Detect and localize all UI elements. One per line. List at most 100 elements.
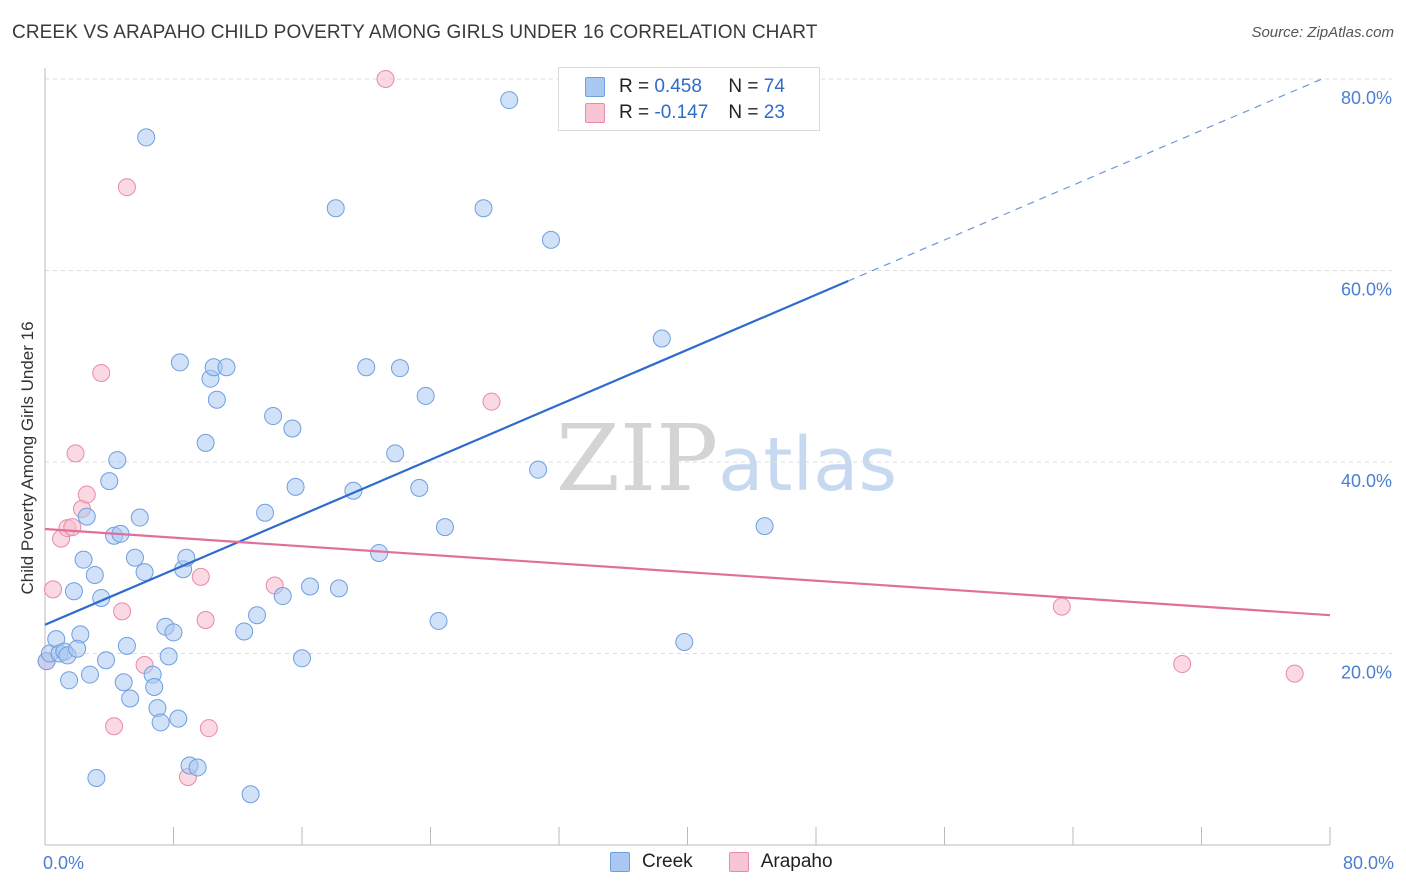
arapaho-point bbox=[92, 363, 111, 382]
arapaho-n-value: 23 bbox=[763, 102, 785, 123]
arapaho-point bbox=[1052, 597, 1071, 616]
creek-point bbox=[85, 565, 104, 584]
creek-point bbox=[264, 407, 283, 426]
creek-point bbox=[74, 550, 93, 569]
creek-point bbox=[121, 689, 140, 708]
creek-point bbox=[256, 503, 275, 522]
stats-legend: R = 0.458 N = 74 R = -0.147 N = 23 bbox=[558, 67, 820, 131]
creek-point bbox=[652, 329, 671, 348]
creek-point bbox=[286, 477, 305, 496]
creek-point bbox=[474, 199, 493, 218]
creek-point bbox=[68, 639, 87, 658]
creek-point bbox=[97, 651, 116, 670]
creek-point bbox=[329, 579, 348, 598]
arapaho-n-label: N = bbox=[728, 102, 759, 123]
x-tick-label: 0.0% bbox=[43, 853, 84, 873]
axis-labels: Child Poverty Among Girls Under 16 bbox=[18, 321, 37, 594]
arapaho-point bbox=[66, 444, 85, 463]
arapaho-swatch bbox=[585, 103, 605, 123]
creek-point bbox=[196, 433, 215, 452]
creek-trend-line bbox=[44, 280, 849, 626]
trend-dash-layer bbox=[847, 78, 1323, 282]
x-tick-label: 80.0% bbox=[1343, 853, 1394, 873]
y-tick-label: 60.0% bbox=[1341, 280, 1392, 300]
creek-point bbox=[241, 785, 260, 804]
creek-point bbox=[370, 543, 389, 562]
series-legend: Creek Arapaho bbox=[610, 851, 869, 873]
creek-point bbox=[64, 582, 83, 601]
arapaho-point bbox=[482, 392, 501, 411]
arapaho-point bbox=[113, 602, 132, 621]
legend-item-creek: Creek bbox=[610, 851, 693, 873]
arapaho-point bbox=[191, 567, 210, 586]
arapaho-point bbox=[1285, 664, 1304, 683]
axes: 20.0% 40.0% 60.0% 80.0% 0.0% 80.0% bbox=[43, 68, 1394, 873]
creek-legend-label: Creek bbox=[642, 851, 693, 872]
creek-point bbox=[151, 713, 170, 732]
arapaho-point bbox=[376, 70, 395, 88]
creek-point bbox=[87, 768, 106, 787]
creek-point bbox=[217, 358, 236, 377]
creek-point bbox=[416, 386, 435, 405]
creek-point bbox=[145, 678, 164, 697]
creek-swatch bbox=[585, 77, 605, 97]
creek-point bbox=[169, 709, 188, 728]
source-credit: Source: ZipAtlas.com bbox=[1251, 24, 1394, 41]
creek-point bbox=[273, 587, 292, 606]
chart-title: CREEK VS ARAPAHO CHILD POVERTY AMONG GIR… bbox=[12, 22, 818, 43]
creek-point bbox=[137, 128, 156, 147]
arapaho-r-value: -0.147 bbox=[654, 102, 709, 123]
creek-r-value: 0.458 bbox=[654, 76, 702, 97]
creek-point bbox=[159, 647, 178, 666]
trend-lines bbox=[44, 280, 1331, 626]
creek-point bbox=[108, 451, 127, 470]
arapaho-point bbox=[105, 717, 124, 736]
creek-point bbox=[529, 460, 548, 479]
creek-point bbox=[117, 636, 136, 655]
creek-point bbox=[60, 671, 79, 690]
creek-point bbox=[357, 358, 376, 377]
creek-point bbox=[283, 419, 302, 438]
arapaho-legend-swatch bbox=[728, 852, 749, 872]
creek-point bbox=[301, 577, 320, 596]
creek-point bbox=[100, 472, 119, 491]
creek-point bbox=[164, 623, 183, 642]
creek-point bbox=[429, 611, 448, 630]
arapaho-legend-label: Arapaho bbox=[760, 851, 833, 872]
creek-point bbox=[130, 508, 149, 527]
creek-point bbox=[125, 548, 144, 567]
y-tick-label: 40.0% bbox=[1341, 471, 1392, 491]
arapaho-point bbox=[63, 518, 82, 537]
creek-point bbox=[170, 353, 189, 372]
watermark-atlas: atlas bbox=[718, 422, 897, 508]
arapaho-point bbox=[44, 580, 63, 599]
creek-point bbox=[80, 665, 99, 684]
creek-point bbox=[541, 230, 560, 249]
legend-item-arapaho: Arapaho bbox=[728, 851, 833, 873]
watermark: ZIPatlas bbox=[556, 405, 897, 512]
creek-trend-extension bbox=[847, 78, 1323, 282]
creek-point bbox=[114, 673, 133, 692]
creek-point bbox=[386, 444, 405, 463]
arapaho-point bbox=[117, 178, 136, 197]
arapaho-point bbox=[199, 719, 218, 738]
creek-point bbox=[435, 518, 454, 537]
arapaho-points bbox=[37, 70, 1304, 787]
arapaho-point bbox=[1173, 655, 1192, 674]
creek-point bbox=[248, 606, 267, 625]
creek-point bbox=[188, 758, 207, 777]
legend-row-arapaho: R = -0.147 N = 23 bbox=[585, 101, 785, 125]
creek-point bbox=[675, 633, 694, 652]
legend-row-creek: R = 0.458 N = 74 bbox=[585, 75, 785, 99]
watermark-zip: ZIP bbox=[556, 405, 719, 512]
creek-point bbox=[135, 563, 154, 582]
creek-r-label: R = bbox=[619, 76, 650, 97]
creek-point bbox=[410, 478, 429, 497]
y-axis-label: Child Poverty Among Girls Under 16 bbox=[18, 321, 37, 594]
creek-points bbox=[37, 91, 774, 804]
creek-point bbox=[390, 359, 409, 378]
y-tick-label: 80.0% bbox=[1341, 88, 1392, 108]
creek-point bbox=[207, 390, 226, 409]
grid bbox=[45, 78, 1392, 654]
